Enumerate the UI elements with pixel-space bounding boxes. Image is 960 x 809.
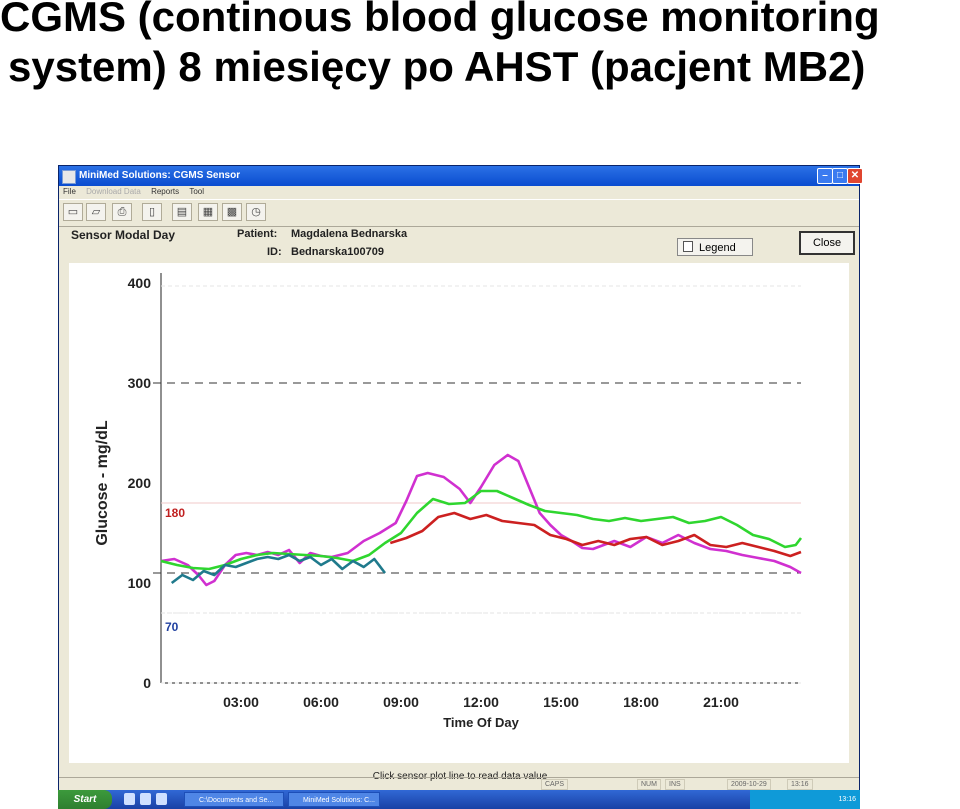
quicklaunch-icon[interactable] bbox=[124, 793, 135, 805]
maximize-icon[interactable]: □ bbox=[832, 168, 848, 184]
series-line-2[interactable] bbox=[160, 489, 803, 571]
legend-button[interactable]: Legend bbox=[677, 238, 753, 256]
close-icon[interactable]: ✕ bbox=[847, 168, 863, 184]
statusbar: CAPS NUM INS 2009-10-29 13:16 bbox=[59, 777, 859, 792]
system-tray: 13:16 bbox=[750, 790, 860, 809]
x-tick-label: 12:00 bbox=[463, 694, 499, 710]
x-tick-label: 06:00 bbox=[303, 694, 339, 710]
cgms-window: MiniMed Solutions: CGMS Sensor – □ ✕ Fil… bbox=[58, 165, 863, 809]
report-header: Sensor Modal Day Patient: Magdalena Bedn… bbox=[59, 226, 859, 262]
id-label: ID: bbox=[267, 246, 282, 258]
status-ins: INS bbox=[665, 779, 685, 790]
print-icon[interactable]: ⎙ bbox=[112, 203, 132, 221]
quicklaunch-icon[interactable] bbox=[156, 793, 167, 805]
close-button-label: Close bbox=[812, 237, 842, 249]
series-line-3[interactable] bbox=[389, 511, 802, 558]
graph-icon[interactable]: ▩ bbox=[222, 203, 242, 221]
start-button-label: Start bbox=[73, 794, 97, 805]
minimize-icon[interactable]: – bbox=[817, 168, 833, 184]
view-title: Sensor Modal Day bbox=[71, 228, 176, 242]
slide-title-line2: system) 8 miesięcy po AHST (pacjent MB2) bbox=[8, 43, 866, 90]
status-date: 2009-10-29 bbox=[727, 779, 771, 790]
tray-clock: 13:16 bbox=[838, 796, 856, 803]
series-line-4[interactable] bbox=[170, 553, 387, 585]
status-num: NUM bbox=[637, 779, 661, 790]
chart-panel: 0 100 200 300 400 03:00 06:00 09:00 12:00 15:00 18… bbox=[69, 263, 849, 763]
legend-icon bbox=[683, 241, 693, 252]
y-tick-label: 300 bbox=[128, 375, 152, 391]
menu-download-data[interactable]: Download Data bbox=[86, 187, 141, 196]
menu-file[interactable]: File bbox=[63, 187, 76, 196]
open-folder-icon[interactable]: ▱ bbox=[86, 203, 106, 221]
target-low-label: 70 bbox=[165, 620, 179, 634]
status-caps: CAPS bbox=[541, 779, 569, 790]
glucose-chart[interactable]: 0 100 200 300 400 03:00 06:00 09:00 12:00 15:00 18… bbox=[69, 263, 849, 763]
device-icon[interactable]: ▯ bbox=[142, 203, 162, 221]
taskbar-task-label: MiniMed Solutions: C... bbox=[303, 797, 375, 804]
legend-button-label: Legend bbox=[699, 242, 736, 254]
app-icon bbox=[62, 170, 76, 184]
hint-text: Click sensor plot line to read data valu… bbox=[372, 771, 548, 782]
patient-name: Magdalena Bednarska bbox=[291, 228, 408, 240]
report-icon[interactable]: ▤ bbox=[172, 203, 192, 221]
x-tick-label: 03:00 bbox=[223, 694, 259, 710]
taskbar-task-label: C:\Documents and Se... bbox=[199, 797, 274, 804]
clock-icon[interactable]: ◷ bbox=[246, 203, 266, 221]
patient-id: Bednarska100709 bbox=[291, 246, 384, 258]
menu-reports[interactable]: Reports bbox=[151, 187, 180, 196]
menu-tool[interactable]: Tool bbox=[189, 187, 204, 196]
x-tick-label: 09:00 bbox=[383, 694, 419, 710]
quicklaunch-icon[interactable] bbox=[140, 793, 151, 805]
taskbar-task-explorer[interactable]: C:\Documents and Se... bbox=[184, 792, 284, 807]
y-tick-label: 400 bbox=[128, 275, 152, 291]
x-tick-label: 15:00 bbox=[543, 694, 579, 710]
series-line-1[interactable] bbox=[160, 453, 802, 587]
x-tick-label: 21:00 bbox=[703, 694, 739, 710]
window-title: MiniMed Solutions: CGMS Sensor bbox=[79, 170, 241, 181]
y-axis-label: Glucose - mg/dL bbox=[94, 420, 111, 546]
taskbar-task-cgms[interactable]: MiniMed Solutions: C... bbox=[288, 792, 380, 807]
close-button[interactable]: Close bbox=[799, 231, 855, 255]
start-button[interactable]: Start bbox=[58, 790, 112, 809]
slide-title: CGMS (continous blood glucose monitoring… bbox=[0, 0, 960, 92]
window-titlebar[interactable]: MiniMed Solutions: CGMS Sensor – □ ✕ bbox=[59, 166, 863, 186]
patient-label: Patient: bbox=[237, 228, 278, 240]
y-tick-label: 100 bbox=[128, 575, 152, 591]
toolbar: ▭ ▱ ⎙ ▯ ▤ ▦ ▩ ◷ bbox=[59, 199, 859, 227]
menubar: File Download Data Reports Tool bbox=[59, 186, 859, 198]
new-document-icon[interactable]: ▭ bbox=[63, 203, 83, 221]
status-time: 13:16 bbox=[787, 779, 813, 790]
target-high-label: 180 bbox=[165, 506, 185, 520]
taskbar: Start C:\Documents and Se... MiniMed Sol… bbox=[58, 790, 860, 809]
x-axis-label: Time Of Day bbox=[443, 715, 519, 730]
table-icon[interactable]: ▦ bbox=[198, 203, 218, 221]
x-tick-label: 18:00 bbox=[623, 694, 659, 710]
y-tick-label: 200 bbox=[128, 475, 152, 491]
slide-title-line1: CGMS (continous blood glucose monitoring bbox=[0, 0, 880, 40]
y-tick-label: 0 bbox=[143, 675, 151, 691]
